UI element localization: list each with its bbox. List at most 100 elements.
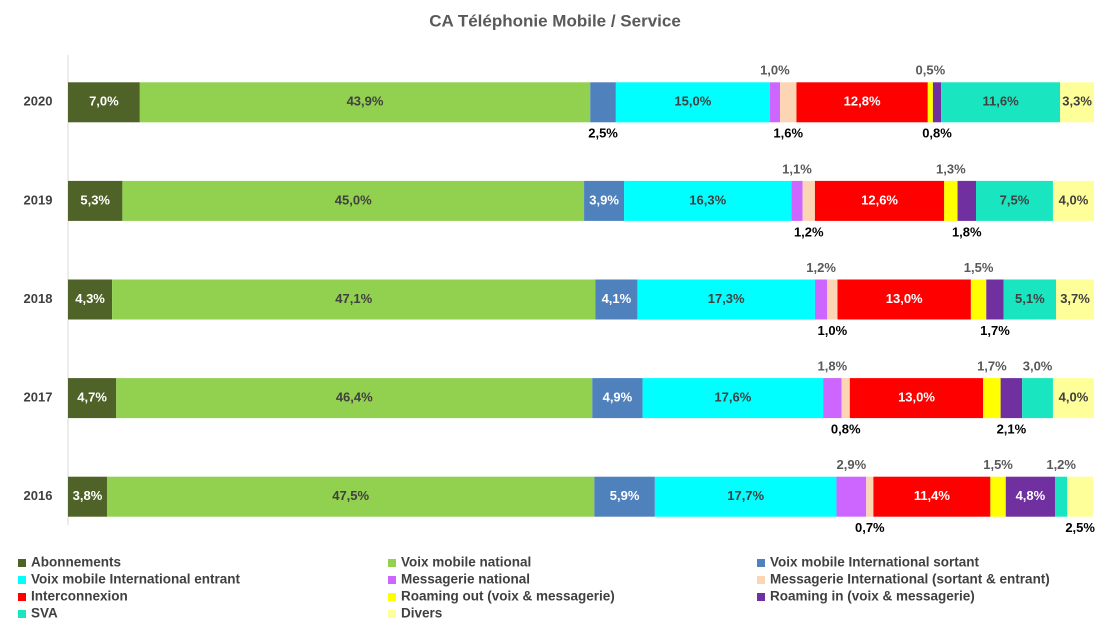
legend-label: Roaming out (voix & messagerie) — [401, 589, 615, 604]
data-label: 1,7% — [977, 359, 1007, 374]
data-label: 2,9% — [837, 457, 867, 472]
data-label: 4,8% — [1016, 488, 1046, 503]
data-label: 1,0% — [760, 63, 790, 78]
data-label: 4,1% — [602, 291, 632, 306]
data-label: 1,5% — [964, 260, 994, 275]
bar-segment — [796, 82, 928, 123]
data-label: 17,3% — [708, 291, 745, 306]
bar-segment — [1052, 378, 1094, 419]
bar-segment — [1052, 180, 1094, 221]
legend-label: Messagerie International (sortant & entr… — [770, 572, 1050, 587]
y-tick-label: 2020 — [24, 94, 53, 109]
bar-segment — [866, 476, 874, 517]
data-label: 43,9% — [347, 94, 384, 109]
data-label: 3,7% — [1060, 291, 1090, 306]
data-label: 3,3% — [1062, 94, 1092, 109]
legend-label: Divers — [401, 606, 442, 621]
bar-segment — [780, 82, 797, 123]
data-label: 0,8% — [922, 126, 952, 141]
bar-segment — [654, 476, 837, 517]
bar-segment — [814, 180, 945, 221]
bar-segment — [970, 279, 987, 320]
legend-label: Voix mobile national — [401, 555, 531, 570]
data-label: 1,7% — [980, 323, 1010, 338]
data-label: 12,6% — [861, 192, 898, 207]
data-label: 47,1% — [335, 291, 372, 306]
legend-swatch — [388, 576, 396, 584]
data-label: 15,0% — [674, 94, 711, 109]
bar-segment — [944, 180, 958, 221]
bar-segment — [976, 180, 1053, 221]
bar-segment — [106, 476, 595, 517]
bar-segment — [1067, 476, 1093, 517]
legend-swatch — [18, 559, 26, 567]
legend-label: Voix mobile International sortant — [770, 555, 980, 570]
bar-segment — [802, 180, 815, 221]
data-label: 2,5% — [1065, 520, 1095, 535]
data-label: 1,0% — [818, 323, 848, 338]
legend-label: Voix mobile International entrant — [31, 572, 241, 587]
bar-segment — [68, 180, 123, 221]
data-label: 2,1% — [997, 422, 1027, 437]
data-label: 4,3% — [75, 291, 105, 306]
bar-segment — [827, 279, 838, 320]
data-label: 3,8% — [73, 488, 103, 503]
bar-segment — [836, 476, 867, 517]
data-label: 1,6% — [773, 126, 803, 141]
legend-swatch — [18, 610, 26, 618]
data-label: 3,0% — [1023, 359, 1053, 374]
data-label: 11,4% — [914, 488, 951, 503]
bar-segment — [791, 180, 803, 221]
data-label: 4,0% — [1059, 390, 1089, 405]
legend-swatch — [388, 593, 396, 601]
bar-segment — [1055, 476, 1068, 517]
y-tick-label: 2016 — [24, 488, 53, 503]
bar-segment — [1005, 476, 1056, 517]
data-label: 1,8% — [818, 359, 848, 374]
bar-segment — [814, 279, 828, 320]
data-label: 5,9% — [610, 488, 640, 503]
data-label: 5,3% — [80, 192, 110, 207]
bar-segment — [941, 82, 1061, 123]
data-label: 16,3% — [689, 192, 726, 207]
legend-label: Abonnements — [31, 555, 121, 570]
bar-segment — [1000, 378, 1023, 419]
bar-segment — [986, 279, 1004, 320]
data-label: 47,5% — [332, 488, 369, 503]
bar-segment — [615, 82, 770, 123]
legend-swatch — [757, 559, 765, 567]
bar-segment — [68, 82, 140, 123]
data-label: 1,5% — [983, 457, 1013, 472]
bar-segment — [932, 82, 942, 123]
bar-segment — [595, 279, 638, 320]
y-tick-label: 2019 — [24, 192, 53, 207]
bar-segment — [637, 279, 815, 320]
bar-segment — [841, 378, 850, 419]
legend-swatch — [388, 610, 396, 618]
legend-swatch — [18, 593, 26, 601]
legend-swatch — [757, 576, 765, 584]
bar-segment — [592, 378, 643, 419]
data-label: 1,3% — [936, 161, 966, 176]
data-label: 5,1% — [1015, 291, 1045, 306]
data-label: 1,1% — [782, 161, 812, 176]
data-label: 13,0% — [898, 390, 935, 405]
legend-swatch — [18, 576, 26, 584]
bar-segment — [1056, 279, 1094, 320]
data-label: 17,6% — [714, 390, 751, 405]
y-tick-label: 2018 — [24, 291, 53, 306]
data-label: 7,5% — [1000, 192, 1030, 207]
y-tick-label: 2017 — [24, 390, 53, 405]
bar-segment — [927, 82, 933, 123]
data-label: 1,2% — [806, 260, 836, 275]
bar-segment — [837, 279, 971, 320]
bar-segment — [769, 82, 781, 123]
data-label: 13,0% — [886, 291, 923, 306]
data-label: 0,8% — [831, 422, 861, 437]
bar-segment — [1003, 279, 1057, 320]
data-label: 4,7% — [77, 390, 107, 405]
bar-segment — [68, 378, 117, 419]
data-label: 1,2% — [794, 224, 824, 239]
legend-swatch — [388, 559, 396, 567]
